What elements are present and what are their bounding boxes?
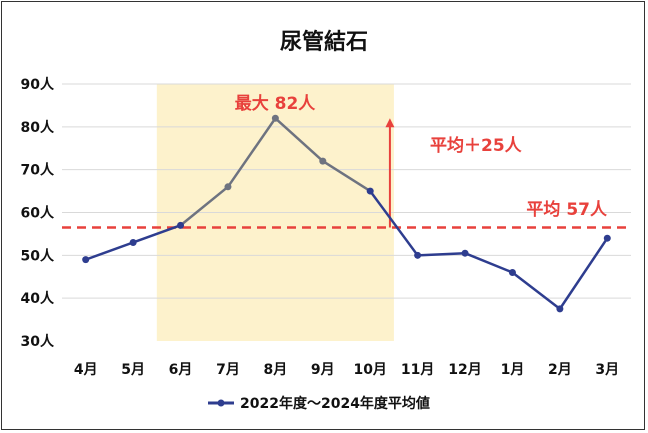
data-point (271, 114, 279, 122)
legend: 2022年度～2024年度平均値 (208, 395, 430, 412)
x-tick-label: 12月 (448, 362, 481, 378)
data-point (461, 249, 469, 257)
series-segment (463, 251, 514, 274)
x-tick-label: 11月 (401, 362, 434, 378)
data-point (129, 238, 137, 246)
data-point (556, 305, 564, 313)
data-point (82, 256, 90, 264)
series-segment (511, 271, 562, 311)
average-annotation: 平均 57人 (526, 199, 608, 220)
legend-label: 2022年度～2024年度平均値 (240, 395, 430, 412)
x-tick-label: 8月 (264, 362, 288, 378)
y-tick-label: 80人 (21, 119, 55, 136)
chart-title: 尿管結石 (280, 29, 368, 55)
x-tick-label: 5月 (121, 362, 145, 378)
x-tick-label: 7月 (216, 362, 240, 378)
y-tick-label: 60人 (21, 205, 55, 222)
x-tick-label: 4月 (74, 362, 98, 378)
series-segment (274, 117, 325, 163)
series-segment (558, 236, 609, 311)
data-point (603, 234, 611, 242)
difference-arrow-head (385, 118, 395, 128)
x-tick-label: 3月 (595, 362, 619, 378)
series-line (84, 117, 609, 311)
peak-annotation: 最大 82人 (235, 93, 317, 114)
data-point (319, 157, 327, 165)
series-segment (179, 185, 230, 227)
x-tick-label: 2月 (548, 362, 572, 378)
legend-marker (217, 399, 225, 407)
y-tick-label: 50人 (21, 247, 55, 264)
data-point (177, 221, 185, 229)
data-point (414, 251, 422, 259)
x-tick-label: 10月 (353, 362, 386, 378)
data-point (366, 187, 374, 195)
data-point (224, 183, 232, 191)
gridlines (62, 83, 631, 299)
x-tick-label: 6月 (169, 362, 193, 378)
x-axis-ticks: 4月 5月 6月 7月 8月 9月 10月 11月 12月 1月 2月 3月 (74, 362, 619, 378)
series-segment (131, 224, 182, 244)
series-segment (226, 117, 277, 189)
x-tick-label: 9月 (311, 362, 335, 378)
series-points (82, 114, 611, 313)
series-segment (321, 159, 372, 193)
y-tick-label: 30人 (21, 333, 55, 350)
x-tick-label: 1月 (501, 362, 525, 378)
y-axis-ticks: 30人 40人 50人 60人 70人 80人 90人 (21, 76, 55, 350)
above-average-annotation: 平均＋25人 (430, 135, 523, 156)
series-segment (368, 189, 419, 257)
series-segment (416, 251, 467, 257)
y-tick-label: 90人 (21, 76, 55, 93)
y-tick-label: 40人 (21, 290, 55, 307)
y-tick-label: 70人 (21, 162, 55, 179)
data-point (508, 268, 516, 276)
series-segment (84, 241, 135, 261)
